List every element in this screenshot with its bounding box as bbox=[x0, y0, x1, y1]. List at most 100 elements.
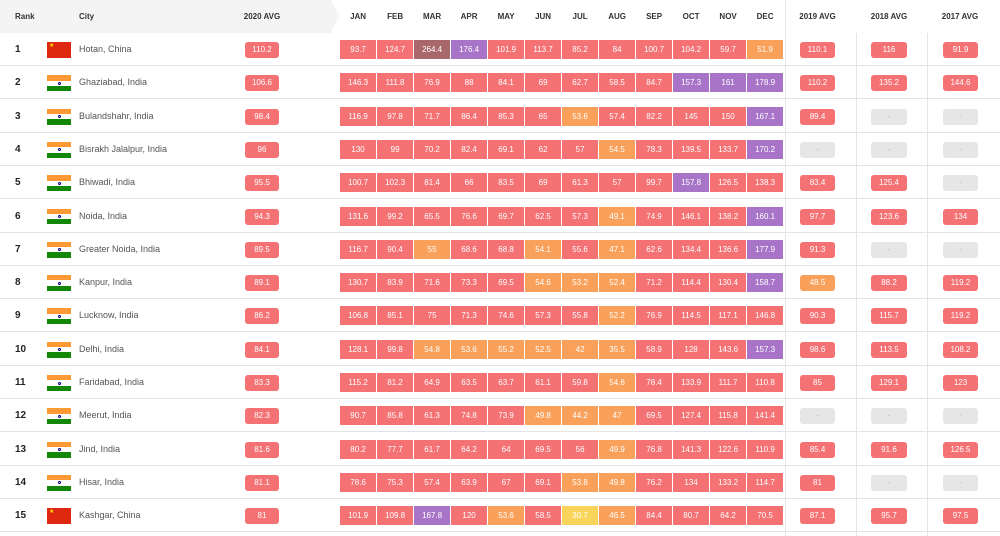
avg-2020-badge: 81 bbox=[245, 508, 279, 525]
flag-stripe bbox=[47, 141, 71, 148]
avg-2017-badge: - bbox=[943, 408, 978, 425]
header-2017-avg[interactable]: 2017 AVG bbox=[941, 12, 979, 21]
month-value-feb: 109.8 bbox=[377, 506, 414, 526]
chakra-icon bbox=[57, 481, 61, 485]
month-value-dec: 177.9 bbox=[747, 239, 784, 259]
month-value-may: 85.3 bbox=[488, 106, 525, 126]
flag-stripe bbox=[47, 213, 71, 220]
city-name[interactable]: Bisrakh Jalalpur, India bbox=[79, 143, 168, 154]
flag-stripe bbox=[47, 474, 71, 481]
avg-2018-badge: - bbox=[871, 408, 907, 425]
month-value-feb: 99 bbox=[377, 139, 414, 159]
header-city[interactable]: City bbox=[79, 12, 95, 21]
avg-2019-badge: 81 bbox=[800, 474, 835, 491]
city-name[interactable]: Hisar, India bbox=[79, 476, 125, 487]
table-row[interactable]: 8 Kanpur, India 89.1 130.7 83.9 71.6 73.3 69.5 5… bbox=[0, 266, 1000, 300]
city-name[interactable]: Delhi, India bbox=[79, 343, 125, 354]
city-name[interactable]: Kashgar, China bbox=[79, 510, 141, 521]
rank-number: 7 bbox=[15, 243, 21, 255]
header-month-may[interactable]: MAY bbox=[497, 12, 515, 21]
header-month-sep[interactable]: SEP bbox=[646, 12, 663, 21]
table-row[interactable]: 13 Jind, India 81.6 80.2 77.7 61.7 64.2 64 69.5 5… bbox=[0, 433, 1000, 466]
header-2019-avg[interactable]: 2019 AVG bbox=[799, 12, 836, 21]
rank-number: 13 bbox=[15, 443, 27, 455]
city-name[interactable]: Bulandshahr, India bbox=[79, 110, 154, 121]
star-icon: ★ bbox=[49, 509, 55, 516]
month-value-nov: 111.7 bbox=[710, 373, 747, 392]
city-name[interactable]: Kanpur, India bbox=[79, 277, 133, 288]
china-flag-field bbox=[47, 42, 71, 58]
header-month-aug[interactable]: AUG bbox=[608, 12, 626, 21]
table-row[interactable]: 3 Bulandshahr, India 98.4 116.9 97.8 71.7 86.4… bbox=[0, 100, 1000, 133]
rank-number: 11 bbox=[15, 377, 26, 388]
header-month-apr[interactable]: APR bbox=[460, 12, 478, 21]
flag-stripe bbox=[47, 308, 71, 314]
flag-stripe bbox=[47, 108, 71, 114]
header-month-nov[interactable]: NOV bbox=[719, 12, 737, 21]
column-divider bbox=[785, 0, 786, 536]
table-row[interactable]: 5 Bhiwadi, India 95.5 100.7 102.3 81.4 66 83.5 6… bbox=[0, 166, 1000, 200]
month-value-feb: 75.3 bbox=[377, 472, 414, 492]
header-month-jan[interactable]: JAN bbox=[350, 12, 367, 21]
month-value-nov: 126.5 bbox=[710, 173, 747, 193]
chakra-icon bbox=[57, 348, 61, 352]
month-value-sep: 84.4 bbox=[636, 506, 673, 526]
header-month-jul[interactable]: JUL bbox=[572, 12, 588, 21]
month-value-mar: 167.8 bbox=[414, 506, 451, 526]
table-row[interactable]: 9 Lucknow, India 86.2 106.8 85.1 75 71.3 74.6 57… bbox=[0, 299, 1000, 333]
month-value-mar: 71.7 bbox=[414, 106, 451, 126]
flag-stripe bbox=[47, 180, 71, 186]
flag-stripe bbox=[47, 252, 71, 258]
city-name[interactable]: Hotan, China bbox=[79, 44, 132, 54]
flag-stripe bbox=[47, 380, 71, 386]
month-value-jul: 53.6 bbox=[562, 106, 599, 126]
city-name[interactable]: Jind, India bbox=[79, 443, 121, 454]
month-value-jun: 62 bbox=[525, 139, 562, 159]
table-row[interactable]: 11 Faridabad, India 83.3 115.2 81.2 64.9 63.5 6… bbox=[0, 366, 1000, 399]
header-2018-avg[interactable]: 2018 AVG bbox=[870, 12, 908, 21]
month-value-sep: 76.9 bbox=[636, 306, 673, 326]
header-month-jun[interactable]: JUN bbox=[535, 12, 552, 21]
table-row[interactable]: 6 Noida, India 94.3 131.6 99.2 65.5 76.6 69.7 62… bbox=[0, 200, 1000, 233]
month-value-dec: 146.8 bbox=[747, 306, 784, 326]
month-value-aug: 49.8 bbox=[599, 472, 636, 492]
table-row[interactable]: 2 Ghaziabad, India 106.6 146.3 111.8 76.9 88 84… bbox=[0, 66, 1000, 100]
table-row[interactable]: 4 Bisrakh Jalalpur, India 96 130 99 70.2 82.4 6… bbox=[0, 133, 1000, 166]
header-month-dec[interactable]: DEC bbox=[756, 12, 774, 21]
month-value-apr: 74.8 bbox=[451, 406, 488, 426]
month-value-jan: 93.7 bbox=[340, 40, 377, 59]
table-row[interactable]: 15 ★ Kashgar, China 81 101.9 109.8 167.8 120 53.… bbox=[0, 499, 1000, 533]
city-name[interactable]: Lucknow, India bbox=[79, 310, 139, 321]
month-value-sep: 71.2 bbox=[636, 273, 673, 293]
flag-stripe bbox=[47, 485, 71, 491]
month-value-jan: 146.3 bbox=[340, 73, 377, 93]
table-row[interactable]: 1 ★ Hotan, China 110.2 93.7 124.7 264.4 176.4 10… bbox=[0, 33, 1000, 66]
table-row[interactable]: 10 Delhi, India 84.1 128.1 99.8 54.8 53.6 55.2 5… bbox=[0, 333, 1000, 366]
month-value-jul: 55.8 bbox=[562, 306, 599, 326]
flag-stripe bbox=[47, 275, 71, 281]
city-name[interactable]: Meerut, India bbox=[79, 410, 132, 421]
city-name[interactable]: Ghaziabad, India bbox=[79, 77, 148, 88]
city-name[interactable]: Bhiwadi, India bbox=[79, 177, 136, 188]
month-value-apr: 64.2 bbox=[451, 439, 488, 459]
city-name[interactable]: Greater Noida, India bbox=[79, 243, 161, 254]
avg-2017-badge: 134 bbox=[943, 208, 978, 225]
header-month-mar[interactable]: MAR bbox=[422, 12, 442, 21]
city-name[interactable]: Faridabad, India bbox=[79, 377, 145, 387]
month-value-mar: 264.4 bbox=[414, 40, 451, 59]
month-value-jul: 62.7 bbox=[562, 73, 599, 93]
month-value-may: 68.8 bbox=[488, 239, 525, 259]
flag-stripe bbox=[47, 208, 71, 214]
header-month-feb[interactable]: FEB bbox=[387, 12, 404, 21]
table-row[interactable]: 7 Greater Noida, India 89.5 116.7 90.4 55 68.6… bbox=[0, 233, 1000, 266]
table-row[interactable]: 12 Meerut, India 82.3 90.7 85.8 61.3 74.8 73.9 4… bbox=[0, 399, 1000, 433]
month-value-may: 67 bbox=[488, 472, 525, 492]
avg-2017-badge: 91.9 bbox=[943, 42, 978, 58]
city-name[interactable]: Noida, India bbox=[79, 210, 128, 221]
header-month-oct[interactable]: OCT bbox=[682, 12, 700, 21]
table-row[interactable]: 14 Hisar, India 81.1 78.6 75.3 57.4 63.9 67 69.1… bbox=[0, 466, 1000, 499]
month-value-feb: 99.2 bbox=[377, 206, 414, 226]
month-value-oct: 127.4 bbox=[673, 406, 710, 426]
header-2020-avg[interactable]: 2020 AVG bbox=[243, 12, 281, 21]
header-rank[interactable]: Rank bbox=[15, 12, 35, 21]
